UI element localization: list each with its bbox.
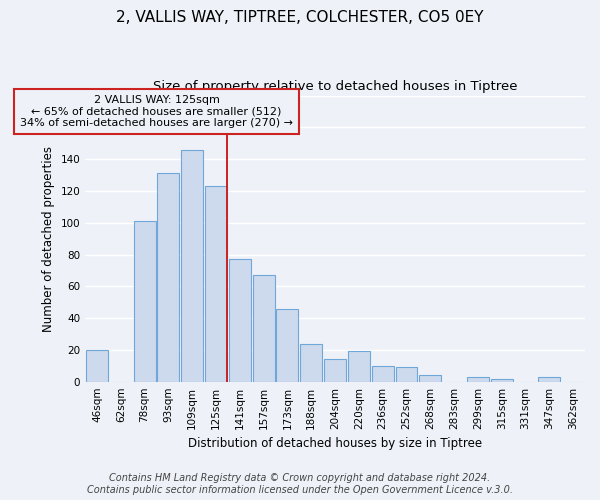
X-axis label: Distribution of detached houses by size in Tiptree: Distribution of detached houses by size …	[188, 437, 482, 450]
Bar	[134, 221, 155, 382]
Bar	[205, 186, 227, 382]
Bar	[157, 174, 179, 382]
Bar	[491, 378, 512, 382]
Bar	[348, 352, 370, 382]
Bar	[86, 350, 108, 382]
Bar	[181, 150, 203, 382]
Bar	[324, 360, 346, 382]
Bar	[253, 275, 275, 382]
Bar	[467, 377, 489, 382]
Bar	[229, 260, 251, 382]
Y-axis label: Number of detached properties: Number of detached properties	[42, 146, 55, 332]
Bar	[371, 366, 394, 382]
Bar	[538, 377, 560, 382]
Bar	[300, 344, 322, 382]
Text: 2 VALLIS WAY: 125sqm
← 65% of detached houses are smaller (512)
34% of semi-deta: 2 VALLIS WAY: 125sqm ← 65% of detached h…	[20, 95, 293, 128]
Bar	[395, 368, 418, 382]
Text: 2, VALLIS WAY, TIPTREE, COLCHESTER, CO5 0EY: 2, VALLIS WAY, TIPTREE, COLCHESTER, CO5 …	[116, 10, 484, 25]
Bar	[277, 308, 298, 382]
Bar	[419, 376, 441, 382]
Title: Size of property relative to detached houses in Tiptree: Size of property relative to detached ho…	[153, 80, 517, 93]
Text: Contains HM Land Registry data © Crown copyright and database right 2024.
Contai: Contains HM Land Registry data © Crown c…	[87, 474, 513, 495]
